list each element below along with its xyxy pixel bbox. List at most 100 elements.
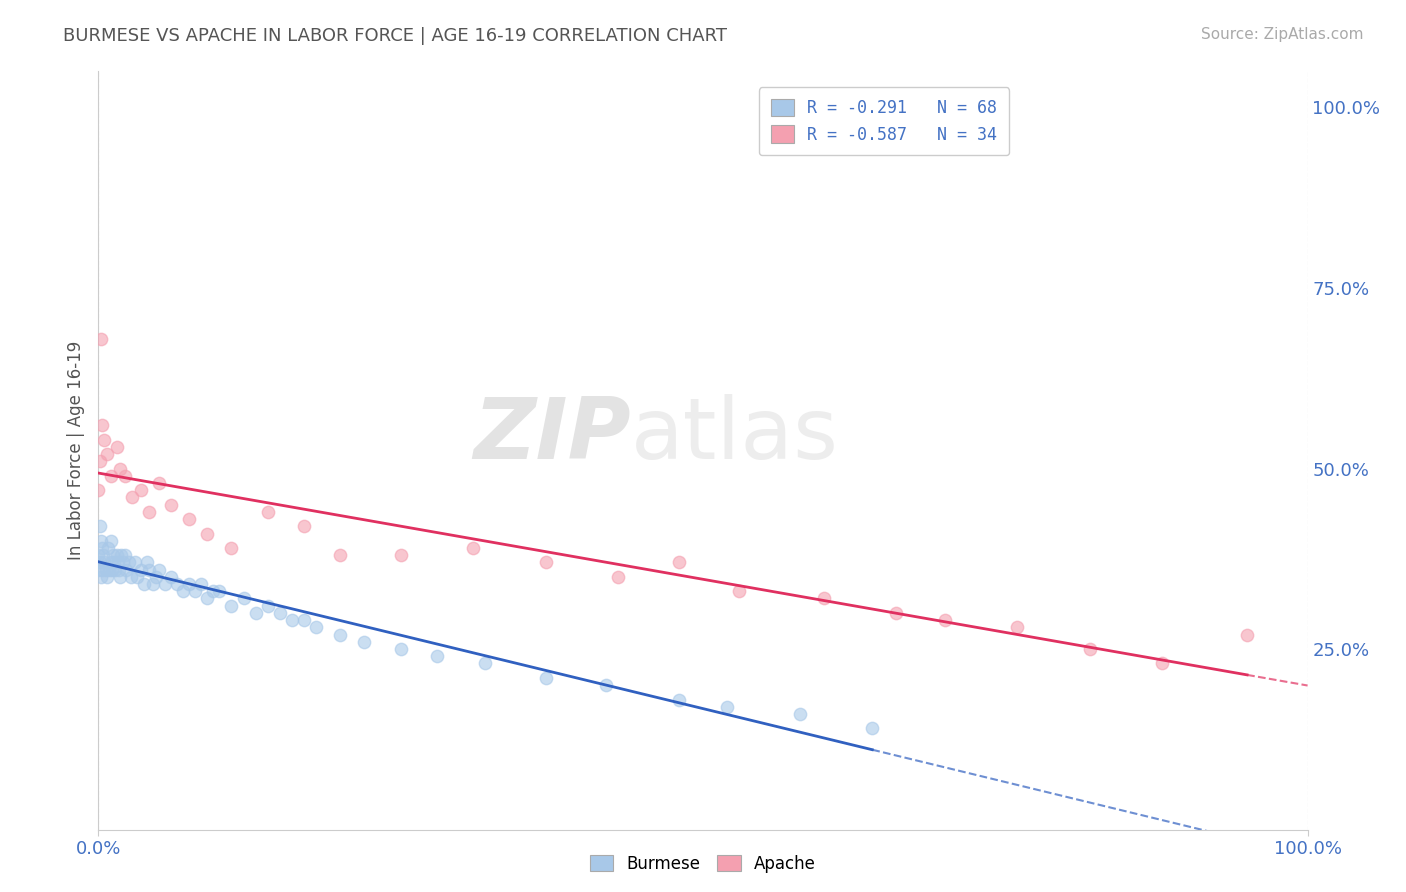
Point: [104, 563, 127, 577]
Point: [256, 599, 278, 613]
Point: [108, 570, 131, 584]
Point: [269, 606, 291, 620]
Point: [134, 577, 156, 591]
Point: [232, 591, 254, 606]
Point: [105, 548, 128, 562]
Point: [108, 563, 131, 577]
Point: [813, 591, 835, 606]
Point: [1236, 627, 1258, 641]
Point: [886, 606, 908, 620]
Point: [305, 620, 328, 634]
Point: [138, 563, 160, 577]
Point: [716, 699, 738, 714]
Point: [160, 498, 183, 512]
Point: [89, 454, 111, 468]
Point: [100, 468, 122, 483]
Point: [96, 570, 118, 584]
Point: [789, 706, 811, 721]
Point: [1007, 620, 1029, 634]
Point: [179, 512, 201, 526]
Point: [100, 563, 122, 577]
Y-axis label: In Labor Force | Age 16-19: In Labor Force | Age 16-19: [66, 341, 84, 560]
Point: [98, 563, 121, 577]
Point: [463, 541, 485, 555]
Point: [595, 678, 617, 692]
Point: [142, 577, 165, 591]
Point: [292, 613, 315, 627]
Point: [89, 519, 111, 533]
Point: [389, 548, 412, 562]
Point: [101, 548, 124, 562]
Text: BURMESE VS APACHE IN LABOR FORCE | AGE 16-19 CORRELATION CHART: BURMESE VS APACHE IN LABOR FORCE | AGE 1…: [63, 27, 727, 45]
Point: [148, 563, 170, 577]
Point: [91, 563, 114, 577]
Point: [107, 555, 129, 569]
Point: [184, 584, 207, 599]
Point: [534, 555, 557, 569]
Point: [728, 584, 751, 599]
Point: [281, 613, 304, 627]
Point: [97, 541, 120, 555]
Point: [179, 577, 201, 591]
Point: [105, 440, 128, 454]
Point: [100, 533, 122, 548]
Point: [96, 447, 118, 461]
Point: [115, 563, 138, 577]
Point: [934, 613, 956, 627]
Text: atlas: atlas: [630, 393, 838, 477]
Point: [87, 483, 110, 498]
Point: [1078, 642, 1101, 657]
Point: [389, 642, 412, 657]
Point: [172, 584, 194, 599]
Point: [426, 649, 449, 664]
Point: [860, 722, 883, 736]
Point: [90, 332, 112, 346]
Point: [118, 555, 141, 569]
Point: [145, 570, 167, 584]
Point: [202, 584, 225, 599]
Point: [221, 599, 243, 613]
Point: [138, 505, 160, 519]
Point: [668, 692, 690, 706]
Point: [353, 635, 375, 649]
Point: [245, 606, 267, 620]
Point: [108, 461, 131, 475]
Point: [153, 577, 176, 591]
Point: [90, 570, 112, 584]
Point: [135, 555, 157, 569]
Point: [190, 577, 212, 591]
Point: [91, 541, 114, 555]
Point: [221, 541, 243, 555]
Point: [668, 555, 690, 569]
Text: Source: ZipAtlas.com: Source: ZipAtlas.com: [1201, 27, 1364, 42]
Point: [87, 563, 110, 577]
Point: [329, 627, 352, 641]
Point: [474, 657, 496, 671]
Point: [91, 418, 114, 433]
Point: [129, 483, 152, 498]
Point: [124, 555, 146, 569]
Point: [114, 548, 136, 562]
Point: [127, 570, 149, 584]
Point: [195, 591, 218, 606]
Point: [120, 570, 142, 584]
Point: [292, 519, 315, 533]
Point: [110, 548, 132, 562]
Point: [1152, 657, 1174, 671]
Point: [87, 548, 110, 562]
Text: ZIP: ZIP: [472, 393, 630, 477]
Legend: Burmese, Apache: Burmese, Apache: [583, 848, 823, 880]
Point: [208, 584, 231, 599]
Point: [607, 570, 630, 584]
Point: [195, 526, 218, 541]
Point: [90, 533, 112, 548]
Point: [93, 433, 115, 447]
Point: [111, 555, 134, 569]
Point: [148, 475, 170, 490]
Point: [89, 555, 111, 569]
Point: [100, 555, 122, 569]
Point: [534, 671, 557, 685]
Point: [94, 563, 117, 577]
Point: [160, 570, 183, 584]
Point: [329, 548, 352, 562]
